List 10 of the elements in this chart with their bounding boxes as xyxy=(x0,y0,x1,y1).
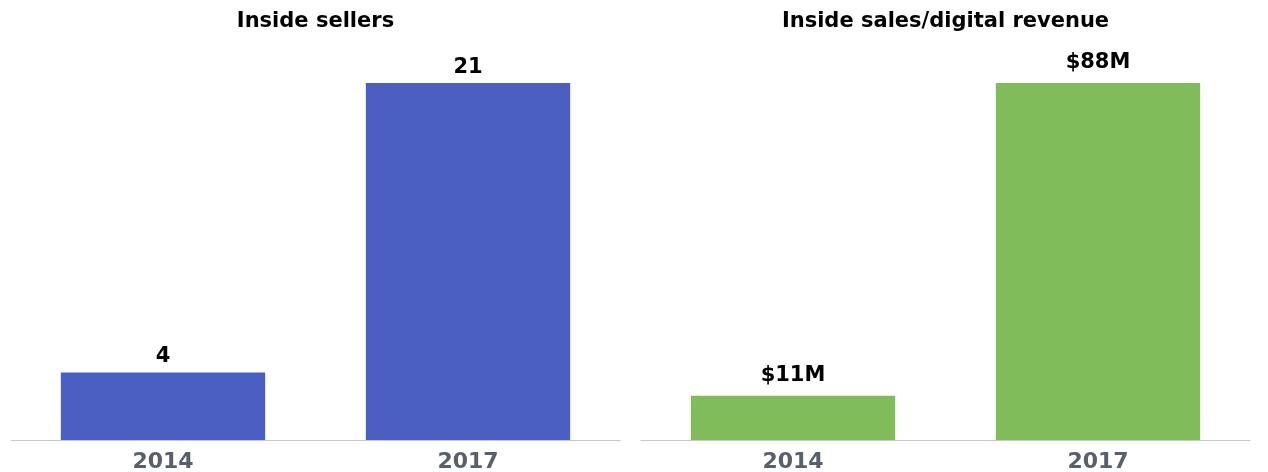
data-label: 4 xyxy=(155,343,171,368)
data-label: 21 xyxy=(453,53,483,78)
chart-title: Inside sellers xyxy=(236,7,395,32)
x-tick-label: 2014 xyxy=(762,447,824,472)
x-tick-label: 2017 xyxy=(437,447,499,472)
x-tick-label: 2017 xyxy=(1067,447,1129,472)
x-tick-label: 2014 xyxy=(132,447,194,472)
data-label: $88M xyxy=(1065,48,1131,73)
chart-title: Inside sales/digital revenue xyxy=(781,7,1110,32)
data-label: $11M xyxy=(760,361,826,386)
